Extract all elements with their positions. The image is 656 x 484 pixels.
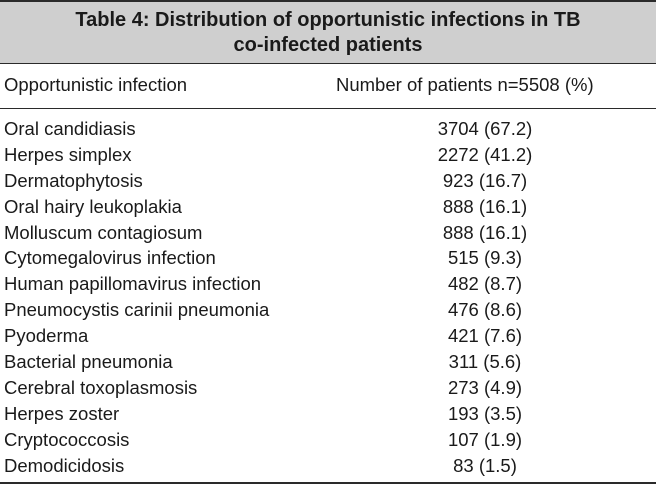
cell-infection: Cytomegalovirus infection: [4, 247, 216, 269]
cell-infection: Human papillomavirus infection: [4, 273, 262, 295]
table-title: Table 4: Distribution of opportunistic i…: [0, 0, 656, 63]
cell-infection: Oral candidiasis: [4, 118, 136, 139]
cell-infection: Dermatophytosis: [4, 169, 143, 191]
cell-patients: 311 (5.6): [448, 351, 522, 373]
table-row: Herpes zoster 193 (3.5): [0, 402, 656, 428]
cell-infection: Cryptococcosis: [4, 428, 130, 450]
header-divider: [0, 108, 656, 109]
cell-patients: 107 (1.9): [447, 428, 523, 450]
column-header-patients: Number of patients n=5508 (%): [336, 74, 594, 95]
cell-patients: 888 (16.1): [442, 195, 528, 217]
table-header-row: Opportunistic infection Number of patien…: [0, 64, 656, 108]
cell-infection: Pyoderma: [4, 325, 89, 347]
cell-patients: 888 (16.1): [442, 221, 528, 243]
table-row: Oral candidiasis 3704 (67.2): [0, 117, 656, 143]
cell-infection: Bacterial pneumonia: [4, 351, 173, 373]
cell-patients: 923 (16.7): [442, 169, 528, 191]
table-row: Cerebral toxoplasmosis 273 (4.9): [0, 376, 656, 402]
table-body: Oral candidiasis 3704 (67.2) Herpes simp…: [0, 109, 656, 482]
table-title-line-2: co-infected patients: [233, 34, 423, 56]
table-row: Human papillomavirus infection 482 (8.7): [0, 272, 656, 298]
table-row: Cryptococcosis 107 (1.9): [0, 428, 656, 454]
table-row: Cytomegalovirus infection 515 (9.3): [0, 246, 656, 272]
column-header-infection: Opportunistic infection: [4, 74, 188, 95]
title-divider: [0, 63, 656, 64]
cell-patients: 273 (4.9): [447, 376, 523, 398]
table-title-line-1: Table 4: Distribution of opportunistic i…: [75, 9, 581, 31]
cell-patients: 3704 (67.2): [437, 118, 533, 139]
table-row: Bacterial pneumonia 311 (5.6): [0, 350, 656, 376]
cell-infection: Pneumocystis carinii pneumonia: [4, 299, 270, 321]
table-row: Oral hairy leukoplakia 888 (16.1): [0, 195, 656, 221]
cell-infection: Herpes simplex: [4, 143, 132, 165]
table-row: Demodicidosis 83 (1.5): [0, 454, 656, 480]
cell-patients: 515 (9.3): [447, 247, 523, 269]
table-row: Molluscum contagiosum 888 (16.1): [0, 221, 656, 247]
cell-infection: Oral hairy leukoplakia: [4, 195, 182, 217]
table-row: Dermatophytosis 923 (16.7): [0, 169, 656, 195]
cell-patients: 193 (3.5): [447, 402, 523, 424]
cell-patients: 482 (8.7): [447, 273, 523, 295]
cell-patients: 2272 (41.2): [437, 143, 533, 165]
table-row: Pyoderma 421 (7.6): [0, 324, 656, 350]
table-row: Pneumocystis carinii pneumonia 476 (8.6): [0, 298, 656, 324]
cell-infection: Herpes zoster: [4, 402, 120, 424]
cell-infection: Molluscum contagiosum: [4, 221, 203, 243]
cell-infection: Cerebral toxoplasmosis: [4, 376, 198, 398]
cell-infection: Demodicidosis: [4, 454, 125, 476]
cell-patients: 476 (8.6): [447, 299, 523, 321]
cell-patients: 421 (7.6): [447, 325, 523, 347]
cell-patients: 83 (1.5): [453, 454, 517, 476]
table-row: Herpes simplex 2272 (41.2): [0, 143, 656, 169]
